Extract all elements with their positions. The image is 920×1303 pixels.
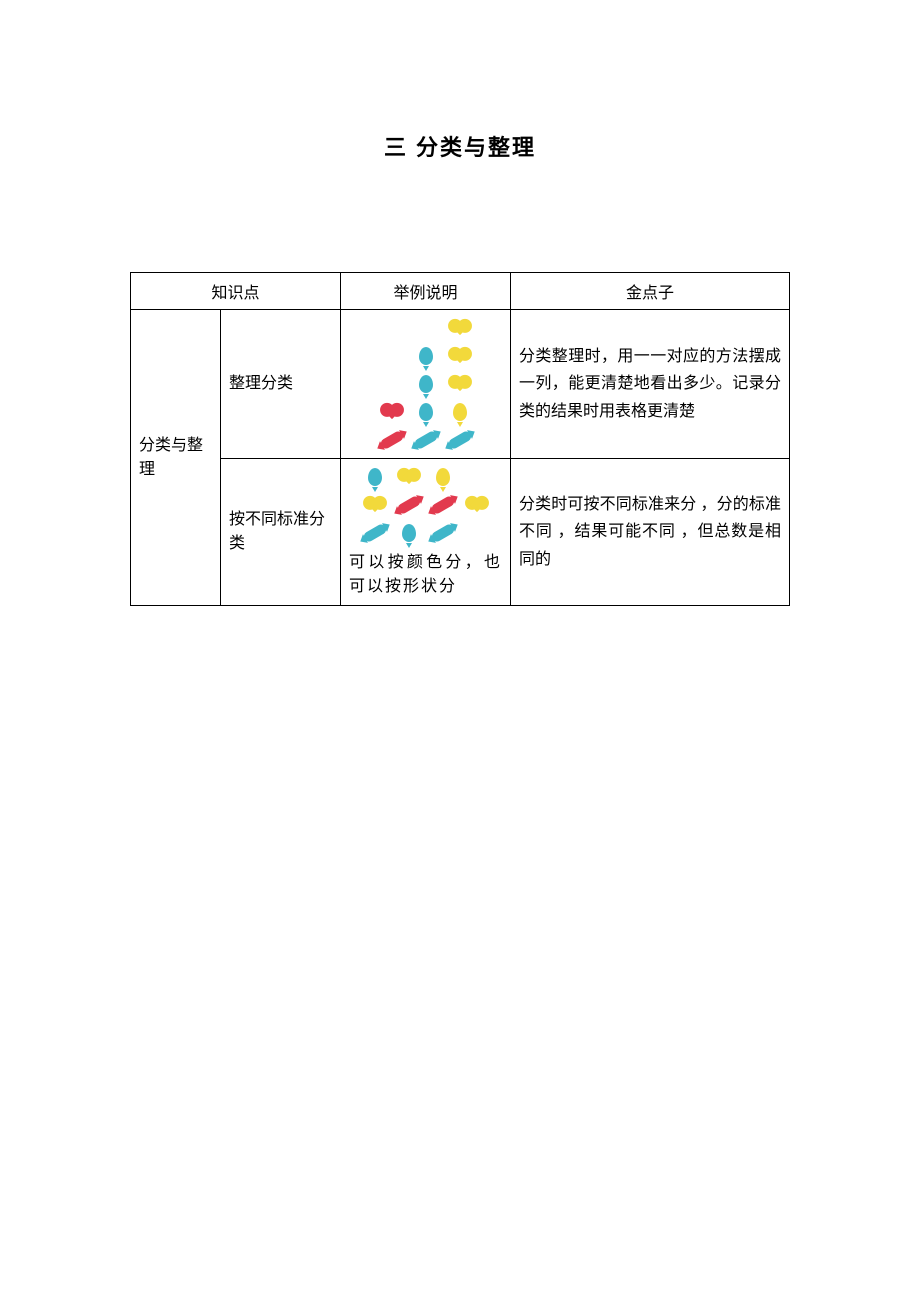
balloon-icon xyxy=(446,403,474,421)
illustration-cell-1 xyxy=(341,310,511,459)
balloon-icon xyxy=(412,347,440,365)
tip-cell: 分类整理时，用一一对应的方法摆成一列，能更清楚地看出多少。记录分类的结果时用表格… xyxy=(511,310,790,459)
heart-icon xyxy=(361,498,389,512)
heart-icon xyxy=(378,405,406,419)
candy-icon xyxy=(395,500,423,510)
tip-cell: 分类时可按不同标准来分 ，分的标准不同 ，结果可能不同 ，但总数是相同的 xyxy=(511,459,790,606)
subtopic-cell: 整理分类 xyxy=(221,310,341,459)
illustration-2: 可以按颜色分，也可以按形状分 xyxy=(349,465,502,599)
heart-icon xyxy=(395,470,423,484)
candy-icon xyxy=(429,528,457,538)
category-cell: 分类与整理 xyxy=(131,310,221,606)
candy-icon xyxy=(412,435,440,445)
balloon-icon xyxy=(429,468,457,486)
classification-table: 知识点 举例说明 金点子 分类与整理 整理分类 xyxy=(130,272,790,606)
balloon-icon xyxy=(412,403,440,421)
table-header-row: 知识点 举例说明 金点子 xyxy=(131,273,790,310)
col-header-knowledge: 知识点 xyxy=(131,273,341,310)
illustration-caption: 可以按颜色分，也可以按形状分 xyxy=(349,551,502,599)
balloon-icon xyxy=(412,375,440,393)
candy-icon xyxy=(429,500,457,510)
candy-icon xyxy=(361,528,389,538)
mixed-pile-graphic xyxy=(361,465,491,545)
illustration-cell-2: 可以按颜色分，也可以按形状分 xyxy=(341,459,511,606)
table-row: 按不同标准分类 xyxy=(131,459,790,606)
col-header-tip: 金点子 xyxy=(511,273,790,310)
heart-icon xyxy=(446,377,474,391)
heart-icon xyxy=(446,349,474,363)
subtopic-cell: 按不同标准分类 xyxy=(221,459,341,606)
balloon-icon xyxy=(361,468,389,486)
document-page: 三 分类与整理 知识点 举例说明 金点子 分类与整理 整理分类 xyxy=(0,0,920,1303)
page-title: 三 分类与整理 xyxy=(130,130,790,162)
illustration-1 xyxy=(349,316,502,452)
heart-icon xyxy=(446,321,474,335)
col-header-example: 举例说明 xyxy=(341,273,511,310)
table-row: 分类与整理 整理分类 xyxy=(131,310,790,459)
balloon-icon xyxy=(395,524,423,542)
candy-icon xyxy=(378,435,406,445)
sorted-columns-graphic xyxy=(378,316,474,452)
candy-icon xyxy=(446,435,474,445)
heart-icon xyxy=(463,498,491,512)
